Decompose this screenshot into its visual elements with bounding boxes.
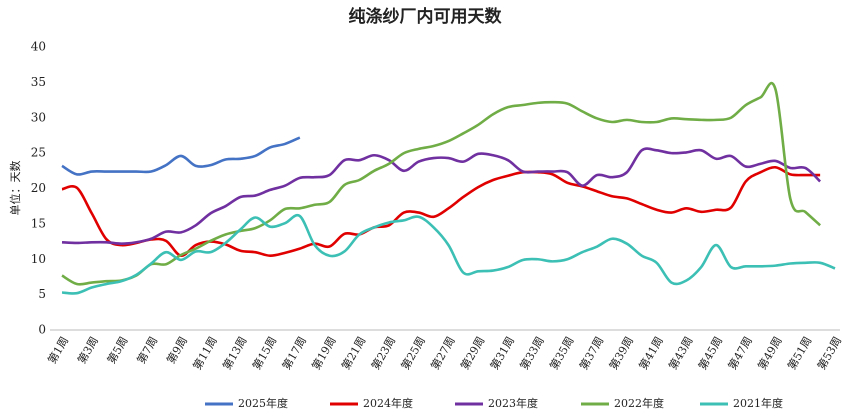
x-tick-label: 第11周 [190,334,220,372]
x-tick-label: 第5周 [104,334,131,366]
series-line [61,147,822,245]
x-tick-label: 第39周 [606,334,636,372]
legend-label: 2021年度 [733,396,783,410]
series-line [61,213,836,295]
legend-label: 2024年度 [363,396,413,410]
y-tick-label: 40 [31,40,46,54]
x-tick-label: 第37周 [576,334,606,372]
chart-title: 纯涤纱厂内可用天数 [349,6,503,27]
legend-label: 2023年度 [488,396,538,410]
legend-label: 2022年度 [614,396,664,410]
x-tick-label: 第45周 [695,334,725,372]
x-tick-label: 第1周 [45,334,72,366]
x-tick-label: 第13周 [219,334,249,372]
x-tick-label: 第27周 [428,334,458,372]
x-tick-label: 第47周 [725,334,755,372]
y-tick-label: 10 [31,252,46,266]
x-tick-label: 第49周 [755,334,785,372]
y-tick-label: 25 [31,146,46,160]
x-tick-label: 第43周 [665,334,695,372]
series-line [61,165,821,258]
y-tick-label: 15 [31,216,46,230]
x-tick-label: 第21周 [338,334,368,372]
x-tick-label: 第33周 [517,334,547,372]
x-tick-label: 第51周 [784,334,814,372]
x-tick-label: 第53周 [814,334,844,372]
x-tick-label: 第25周 [398,334,428,372]
x-tick-label: 第9周 [163,334,190,366]
series-line [61,136,301,176]
y-tick-label: 35 [31,75,46,89]
y-tick-label: 0 [38,323,46,337]
x-tick-label: 第29周 [457,334,487,372]
legend-label: 2025年度 [238,396,288,410]
x-tick-label: 第31周 [487,334,517,372]
x-tick-label: 第15周 [249,334,279,372]
series-line [61,81,822,286]
x-tick-label: 第23周 [368,334,398,372]
y-tick-label: 5 [38,287,46,301]
x-tick-label: 第19周 [309,334,339,372]
x-tick-label: 第7周 [134,334,161,366]
x-tick-label: 第17周 [279,334,309,372]
x-tick-label: 第3周 [74,334,101,366]
x-tick-label: 第35周 [546,334,576,372]
y-axis-label: 单位：天数 [8,161,22,216]
y-tick-label: 30 [31,110,46,124]
x-tick-label: 第41周 [636,334,666,372]
y-tick-label: 20 [31,181,46,195]
